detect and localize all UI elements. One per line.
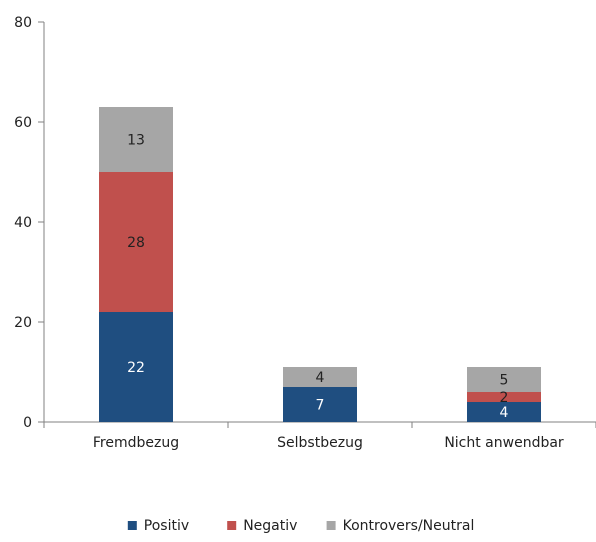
bar-segment xyxy=(467,402,541,422)
bar-segment xyxy=(283,367,357,387)
legend-swatch xyxy=(127,521,137,530)
axes: 0 20 40 60 80 Fremdbezug Selbstbezug Nicht anwe… xyxy=(14,15,596,451)
legend-label: Kontrovers/Neutral xyxy=(343,518,475,534)
data-label: 28 xyxy=(127,235,145,251)
legend-item: Negativ xyxy=(227,518,297,534)
x-tick-label: Fremdbezug xyxy=(93,435,179,451)
legend-swatch xyxy=(326,521,336,530)
bar-segment xyxy=(99,312,173,422)
data-label: 4 xyxy=(500,405,509,421)
y-tick-label: 60 xyxy=(14,115,32,131)
legend-swatch xyxy=(227,521,237,530)
bar-segment xyxy=(467,392,541,402)
legend-item: Positiv xyxy=(127,518,189,534)
x-tick-label: Nicht anwendbar xyxy=(444,435,564,451)
legend-label: Negativ xyxy=(243,518,297,534)
legend-item: Kontrovers/Neutral xyxy=(326,518,475,534)
legend-label: Positiv xyxy=(144,518,189,534)
bar-segment xyxy=(99,107,173,172)
data-label: 13 xyxy=(127,133,145,149)
data-label: 22 xyxy=(127,360,145,376)
data-label: 4 xyxy=(316,370,325,386)
data-label: 7 xyxy=(316,398,325,414)
bar-segment xyxy=(99,172,173,312)
legend: Positiv Negativ Kontrovers/Neutral xyxy=(127,518,475,534)
data-label: 2 xyxy=(500,390,509,406)
data-label: 5 xyxy=(500,373,509,389)
bar-segment xyxy=(283,387,357,422)
y-tick-label: 40 xyxy=(14,215,32,231)
bar-segment xyxy=(467,367,541,392)
y-tick-label: 0 xyxy=(23,415,32,431)
bars xyxy=(99,107,541,422)
y-tick-label: 20 xyxy=(14,315,32,331)
y-tick-label: 80 xyxy=(14,15,32,31)
x-tick-label: Selbstbezug xyxy=(277,435,363,451)
